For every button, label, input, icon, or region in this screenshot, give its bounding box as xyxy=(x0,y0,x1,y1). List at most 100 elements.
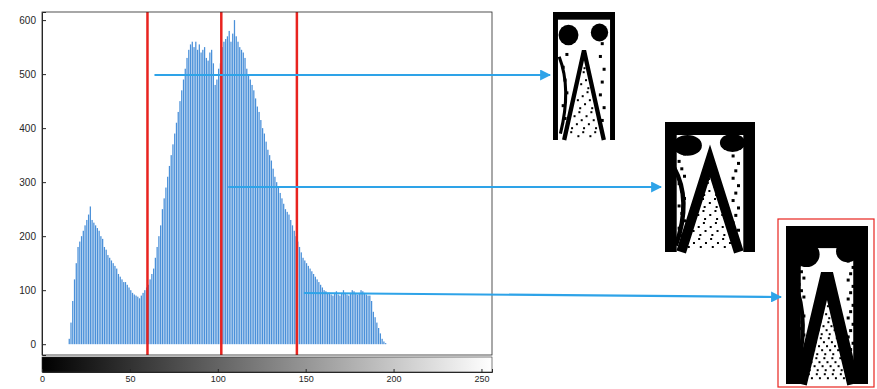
histogram-bar xyxy=(204,47,205,344)
histogram-bar xyxy=(334,293,335,344)
thumbnail-dot xyxy=(840,373,842,375)
histogram-bar xyxy=(257,107,258,345)
histogram-bar xyxy=(104,247,105,344)
thumbnail-shape xyxy=(836,240,859,262)
thumbnail-dot xyxy=(839,357,841,359)
histogram-bar xyxy=(251,85,252,344)
histogram-bar xyxy=(464,344,465,345)
thumbnail-dot xyxy=(715,222,717,224)
x-tick: 50 xyxy=(125,369,135,384)
histogram-bar xyxy=(352,290,353,344)
histogram-bar xyxy=(396,344,397,345)
thumbnail-dot xyxy=(570,131,572,133)
histogram-bar xyxy=(227,36,228,344)
histogram-bar xyxy=(371,301,372,344)
thumbnail-dot xyxy=(826,329,828,331)
thumbnail-dot xyxy=(838,365,840,367)
thumbnail-dot xyxy=(849,348,852,351)
thumbnail xyxy=(553,12,615,140)
thumbnail-dot xyxy=(716,206,718,208)
thumbnail-dot xyxy=(698,226,700,228)
thumbnail-dot xyxy=(847,279,850,282)
thumbnail-dot xyxy=(837,333,839,335)
histogram-bar xyxy=(209,53,210,345)
histogram-bar xyxy=(88,215,89,345)
thumbnail-dot xyxy=(564,40,567,43)
thumbnail-dot xyxy=(802,314,805,317)
thumbnail-dot xyxy=(732,221,735,224)
histogram-bar xyxy=(258,112,259,344)
histogram-bar xyxy=(165,188,166,345)
histogram-bar xyxy=(206,58,207,344)
histogram-bar xyxy=(77,247,78,344)
thumbnail-dot xyxy=(680,145,683,148)
histogram-bar xyxy=(436,344,437,345)
histogram-bar xyxy=(329,293,330,344)
thumbnail-dot xyxy=(824,301,826,303)
thumbnail-dot xyxy=(842,361,844,363)
histogram-bar xyxy=(454,344,455,345)
thumbnail-dot xyxy=(562,104,565,107)
thumbnail-dot xyxy=(830,325,832,327)
thumbnail-dot xyxy=(678,138,681,141)
y-tick-label: 0 xyxy=(30,339,36,350)
x-tick: 0 xyxy=(40,369,45,384)
histogram-bar xyxy=(190,44,191,344)
histogram-bar xyxy=(181,90,182,344)
histogram-bar xyxy=(246,69,247,344)
thumbnail-dot xyxy=(818,329,820,331)
y-tick-mark xyxy=(42,344,46,345)
histogram-bar xyxy=(318,282,319,344)
histogram-bar xyxy=(123,282,124,344)
histogram-bar xyxy=(114,266,115,344)
y-tick-mark xyxy=(42,236,46,237)
histogram-bar xyxy=(197,50,198,344)
thumbnail-dot xyxy=(815,357,817,359)
histogram-bar xyxy=(86,220,87,344)
thumbnail-dot xyxy=(716,218,718,220)
thumbnail-dot xyxy=(849,310,852,313)
chart-svg: 0100200300400500600050100150200250 xyxy=(0,0,877,389)
thumbnail-dot xyxy=(700,246,702,248)
histogram-bar xyxy=(480,344,481,345)
thumbnail-dot xyxy=(708,190,710,192)
thumbnail-dot xyxy=(737,229,740,232)
thumbnail-dot xyxy=(834,361,836,363)
thumbnail-dot xyxy=(714,210,716,212)
thumbnail-dot xyxy=(808,373,810,375)
histogram-bar xyxy=(288,215,289,345)
histogram-bar xyxy=(331,295,332,345)
thumbnail-dot xyxy=(841,369,843,371)
thumbnail-shape xyxy=(720,134,745,152)
thumbnail-background xyxy=(665,122,755,252)
thumbnail-dot xyxy=(585,79,587,81)
thumbnail-dot xyxy=(835,377,837,379)
histogram-bar xyxy=(98,231,99,344)
histogram-bar xyxy=(127,285,128,344)
thumbnail-dot xyxy=(574,115,576,117)
thumbnail-dot xyxy=(802,333,805,336)
thumbnail-dot xyxy=(582,95,584,97)
thumbnail-dot xyxy=(840,353,842,355)
thumbnail-dot xyxy=(590,111,592,113)
histogram-bar xyxy=(269,155,270,344)
thumbnail-dot xyxy=(693,230,695,232)
thumbnail-dot xyxy=(680,212,683,215)
thumbnail-dot xyxy=(800,346,803,349)
thumbnail-dot xyxy=(601,81,604,84)
histogram-bar xyxy=(58,344,59,345)
histogram-bar xyxy=(81,236,82,344)
thumbnail-dot xyxy=(837,349,839,351)
histogram-bar xyxy=(171,155,172,344)
thumbnail-dot xyxy=(834,329,836,331)
thumbnail-dot xyxy=(703,222,705,224)
histogram-bar xyxy=(475,344,476,345)
histogram-bar xyxy=(346,295,347,345)
histogram-bar xyxy=(466,344,467,345)
histogram-bar xyxy=(306,263,307,344)
x-tick-label: 100 xyxy=(211,374,226,384)
histogram-bar xyxy=(408,344,409,345)
histogram-bar xyxy=(336,291,337,344)
histogram-bar xyxy=(383,341,384,344)
histogram-bar xyxy=(411,344,412,345)
